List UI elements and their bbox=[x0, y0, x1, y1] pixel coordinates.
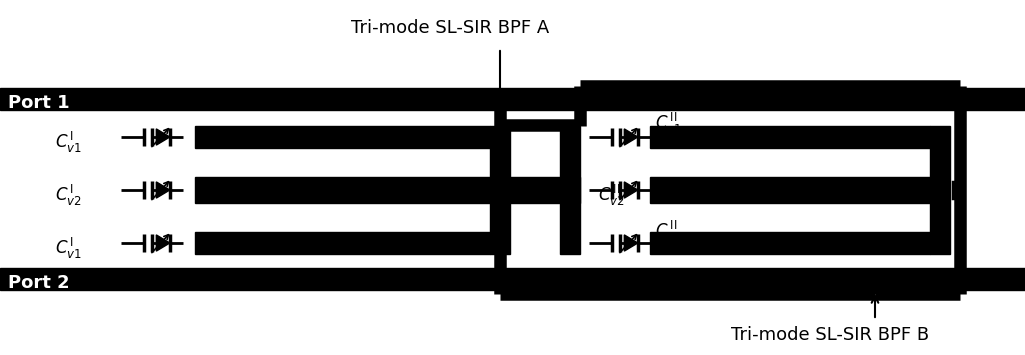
Bar bbox=[490, 126, 510, 254]
Bar bbox=[560, 126, 580, 254]
Bar bbox=[0, 268, 1025, 290]
Polygon shape bbox=[624, 182, 638, 198]
Bar bbox=[650, 126, 930, 148]
Bar bbox=[195, 177, 490, 203]
Polygon shape bbox=[156, 129, 170, 145]
Bar bbox=[195, 126, 490, 148]
Bar bbox=[490, 177, 580, 203]
Polygon shape bbox=[624, 129, 638, 145]
Text: Tri-mode SL-SIR BPF A: Tri-mode SL-SIR BPF A bbox=[351, 19, 549, 37]
Text: $C_{v2}^{\,\mathrm{II}}$: $C_{v2}^{\,\mathrm{II}}$ bbox=[598, 182, 625, 208]
Text: $C_{v1}^{\,\mathrm{II}}$: $C_{v1}^{\,\mathrm{II}}$ bbox=[655, 218, 682, 244]
Polygon shape bbox=[156, 182, 170, 198]
Polygon shape bbox=[156, 235, 170, 251]
Text: $C_{v2}^{\,\mathrm{I}}$: $C_{v2}^{\,\mathrm{I}}$ bbox=[55, 182, 82, 208]
Text: $C_{v1}^{\,\mathrm{I}}$: $C_{v1}^{\,\mathrm{I}}$ bbox=[55, 235, 82, 261]
Text: $C_{v1}^{\,\mathrm{I}}$: $C_{v1}^{\,\mathrm{I}}$ bbox=[55, 130, 82, 154]
Polygon shape bbox=[624, 235, 638, 251]
Text: Port 1: Port 1 bbox=[8, 94, 70, 112]
Text: $C_{v1}^{\,\mathrm{II}}$: $C_{v1}^{\,\mathrm{II}}$ bbox=[655, 110, 682, 136]
Text: Tri-mode SL-SIR BPF B: Tri-mode SL-SIR BPF B bbox=[731, 326, 929, 344]
Bar bbox=[650, 177, 930, 203]
Bar bbox=[195, 232, 490, 254]
Bar bbox=[0, 88, 1025, 110]
Text: Port 2: Port 2 bbox=[8, 274, 70, 292]
Bar bbox=[930, 126, 950, 254]
Bar bbox=[650, 232, 930, 254]
